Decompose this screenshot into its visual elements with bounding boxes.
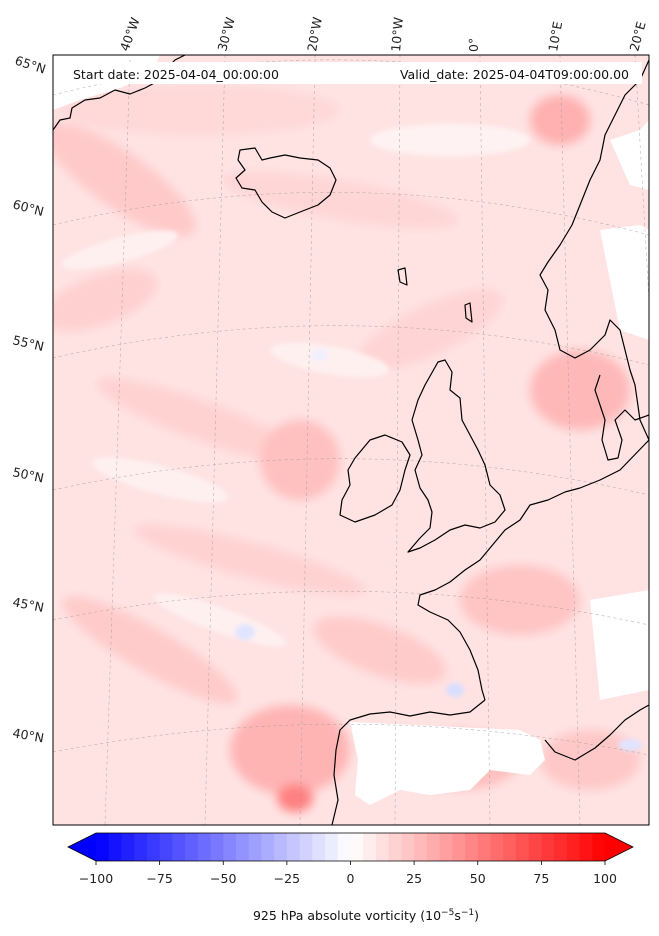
colorbar-tick-label: 75 (533, 871, 549, 886)
colorbar-segment (286, 833, 301, 861)
ireland-coast (339, 434, 411, 523)
lon-label-10w: 10°W (388, 17, 406, 53)
colorbar-segment (261, 833, 275, 861)
norway-coast (539, 59, 649, 441)
mediterranean-coast (544, 704, 649, 761)
lon-label-10e: 10°E (545, 20, 565, 52)
map-frame (52, 54, 650, 826)
colorbar-tick-label: 25 (406, 871, 422, 886)
colorbar-tick-label: 0 (347, 871, 355, 886)
colorbar-segment (503, 833, 517, 861)
colorbar-segment (401, 833, 415, 861)
colorbar-segment (554, 833, 568, 861)
valid-date-label: Valid_date: 2025-04-04T09:00:00.00 (400, 67, 629, 82)
colorbar-segment (465, 833, 479, 861)
colorbar-segment (96, 833, 110, 861)
colorbar-tick-label: 50 (470, 871, 486, 886)
colorbar-segment (566, 833, 580, 861)
lon-label-40w: 40°W (117, 15, 143, 53)
colorbar-segment (248, 833, 262, 861)
lat-label-45n: 45°N (11, 594, 45, 615)
colorbar-title: 925 hPa absolute vorticity (10−5s−1) (253, 908, 479, 923)
lat-label-40n: 40°N (11, 725, 45, 745)
colorbar-segment (134, 833, 148, 861)
longitude-labels: 40°W 30°W 20°W 10°W 0° 10°E 20°E (117, 15, 649, 53)
colorbar-segment (274, 833, 288, 861)
colorbar-segment (197, 833, 211, 861)
colorbar-segment (337, 833, 351, 861)
colorbar-segment (414, 833, 428, 861)
colorbar-tick-label: 100 (593, 871, 617, 886)
colorbar: −100 −75 −50 −25 0 25 50 75 100 (67, 832, 634, 886)
colorbar-segment (363, 833, 377, 861)
colorbar-segment (490, 833, 504, 861)
lon-label-30w: 30°W (214, 16, 237, 53)
iceland-coast (235, 147, 337, 219)
vorticity-field-light-patches (61, 124, 642, 751)
colorbar-segment (210, 833, 224, 861)
colorbar-segment (426, 833, 440, 861)
header-band (60, 62, 642, 84)
colorbar-segment (375, 833, 390, 861)
lon-label-20e: 20°E (626, 20, 648, 53)
colorbar-segment (452, 833, 466, 861)
latitude-labels: 65°N 60°N 55°N 50°N 45°N 40°N (11, 53, 47, 746)
colorbar-segment (541, 833, 555, 861)
map-area (53, 55, 649, 825)
colorbar-tick-label: −50 (210, 871, 236, 886)
lat-label-55n: 55°N (11, 332, 45, 354)
sweden-denmark-coast (594, 374, 649, 461)
colorbar-segment (325, 833, 339, 861)
lat-label-60n: 60°N (11, 196, 45, 219)
colorbar-tick-label: −25 (274, 871, 300, 886)
colorbar-segment (439, 833, 453, 861)
colorbar-ticks: −100 −75 −50 −25 0 25 50 75 100 (79, 861, 617, 886)
colorbar-segment (515, 833, 530, 861)
colorbar-segment (350, 833, 364, 861)
iberia-coast (331, 699, 486, 825)
colorbar-segment (312, 833, 326, 861)
lon-label-20w: 20°W (304, 16, 325, 53)
colorbar-segment (146, 833, 161, 861)
colorbar-tick-label: −75 (146, 871, 172, 886)
colorbar-segment (121, 833, 135, 861)
colorbar-segment (299, 833, 313, 861)
colorbar-segment (185, 833, 199, 861)
lon-label-0: 0° (466, 38, 481, 52)
start-date-label: Start date: 2025-04-04_00:00:00 (73, 67, 279, 82)
colorbar-segment (592, 833, 606, 861)
colorbar-segment (579, 833, 593, 861)
colorbar-segment (172, 833, 186, 861)
colorbar-min-extend-arrow (68, 833, 96, 861)
coastlines (53, 55, 649, 825)
colorbar-segment (223, 833, 237, 861)
lat-label-65n: 65°N (13, 53, 48, 77)
lat-label-50n: 50°N (11, 464, 45, 485)
colorbar-segment (159, 833, 173, 861)
colorbar-segment (388, 833, 402, 861)
colorbar-segment (108, 833, 122, 861)
colorbar-segment (477, 833, 491, 861)
shetland-orkney (397, 267, 473, 323)
colorbar-segment (235, 833, 250, 861)
france-coast (417, 439, 649, 701)
colorbar-max-extend-arrow (605, 833, 633, 861)
colorbar-segment (528, 833, 542, 861)
colorbar-tick-label: −100 (79, 871, 113, 886)
great-britain-coast (407, 359, 506, 553)
colorbar-segments (96, 833, 606, 861)
